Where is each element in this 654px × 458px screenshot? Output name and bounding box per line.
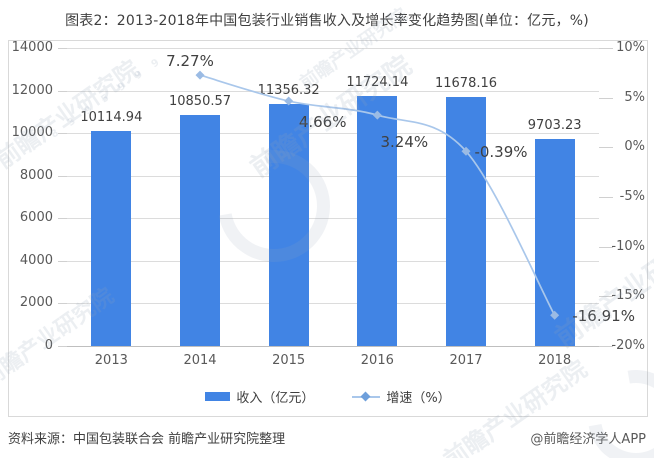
x-axis-tick-label: 2016 xyxy=(360,353,394,368)
y-axis-right-tick-label: 0% xyxy=(624,139,645,155)
y-axis-left-tick-label: 2000 xyxy=(19,295,53,311)
bar-value-label: 10114.94 xyxy=(80,109,143,125)
y-axis-left-tick-label: 12000 xyxy=(11,82,53,98)
left-axis-tick xyxy=(58,346,67,347)
growth-value-label: 4.66% xyxy=(298,113,347,132)
y-axis-left-tick-label: 6000 xyxy=(19,210,53,226)
legend-line-swatch-icon xyxy=(352,391,381,402)
x-axis-tick-label: 2017 xyxy=(449,353,483,368)
left-axis-tick xyxy=(58,260,67,262)
right-axis-tick xyxy=(599,147,613,149)
legend-item-revenue: 收入（亿元） xyxy=(205,387,314,406)
footer: 资料来源：中国包装联合会 前瞻产业研究院整理 @前瞻经济学人APP xyxy=(8,428,646,447)
x-axis-tick-label: 2014 xyxy=(183,353,217,368)
y-axis-right-tick-label: 10% xyxy=(616,40,645,55)
y-axis-left-tick-label: 10000 xyxy=(11,125,53,141)
legend-bar-swatch-icon xyxy=(205,392,231,401)
gridline xyxy=(67,175,599,177)
legend-revenue-label: 收入（亿元） xyxy=(236,391,315,406)
right-axis-tick xyxy=(599,296,613,298)
gridline xyxy=(67,90,599,92)
bar-value-label: 10850.57 xyxy=(168,94,232,110)
bar-value-label: 11724.14 xyxy=(346,75,409,91)
y-axis-left-tick-label: 0 xyxy=(44,338,53,353)
y-axis-left-tick-label: 8000 xyxy=(19,167,53,183)
left-axis-tick xyxy=(58,218,67,220)
page-title: 图表2：2013-2018年中国包装行业销售收入及增长率变化趋势图(单位：亿元，… xyxy=(65,13,589,29)
gridline xyxy=(67,48,599,49)
right-axis-tick xyxy=(599,246,613,248)
y-axis-right-tick-label: -15% xyxy=(611,288,645,304)
gridline xyxy=(67,218,599,220)
right-axis-tick xyxy=(599,97,613,99)
bar-2014 xyxy=(180,115,220,346)
gridline xyxy=(67,303,599,305)
gridline xyxy=(67,133,599,135)
left-axis-tick xyxy=(58,133,67,135)
right-axis-tick xyxy=(599,346,613,347)
y-axis-left-tick-label: 4000 xyxy=(19,252,53,268)
chart-area: 0 2000 4000 6000 8000 10000 12000 14000 -20% -15%… xyxy=(8,40,648,417)
bar-value-label: 11356.32 xyxy=(257,83,320,99)
source-note: 资料来源：中国包装联合会 前瞻产业研究院整理 xyxy=(8,432,286,447)
growth-value-label: -16.91% xyxy=(572,307,635,326)
y-axis-right-tick-label: 5% xyxy=(624,89,645,105)
x-axis-tick-label: 2018 xyxy=(538,353,572,368)
bar-2015 xyxy=(268,104,309,346)
legend-item-growth: 增速（%） xyxy=(352,387,451,406)
legend-line-diamond-icon xyxy=(360,391,371,402)
left-axis-tick xyxy=(58,303,67,305)
data-point-diamond-icon xyxy=(195,70,205,80)
credit-note: @前瞻经济学人APP xyxy=(530,432,646,447)
bar-2013 xyxy=(91,130,132,346)
growth-value-label: 7.27% xyxy=(166,52,214,71)
legend-growth-label: 增速（%） xyxy=(386,391,451,406)
right-axis-tick xyxy=(599,48,613,49)
legend: 收入（亿元） 增速（%） xyxy=(9,387,647,406)
x-axis-tick-label: 2013 xyxy=(94,353,128,368)
y-axis-right-tick-label: -10% xyxy=(611,238,645,254)
y-axis-right-tick-label: -20% xyxy=(611,338,645,353)
left-axis-tick xyxy=(58,48,67,49)
bar-2017 xyxy=(446,97,486,346)
left-axis-tick xyxy=(58,90,67,92)
y-axis-left-tick-label: 14000 xyxy=(11,40,53,55)
bar-2018 xyxy=(534,139,575,346)
left-axis-tick xyxy=(58,175,67,177)
y-axis-right-tick-label: -5% xyxy=(619,189,645,204)
bar-value-label: 11678.16 xyxy=(434,76,498,92)
bar-value-label: 9703.23 xyxy=(527,118,582,134)
x-axis-line xyxy=(67,346,599,347)
right-axis-tick xyxy=(599,197,613,198)
growth-value-label: 3.24% xyxy=(380,133,429,152)
x-axis-tick-label: 2015 xyxy=(272,353,306,368)
growth-value-label: -0.39% xyxy=(474,143,528,162)
gridline xyxy=(67,260,599,262)
plot-area: 0 2000 4000 6000 8000 10000 12000 14000 -20% -15%… xyxy=(9,40,647,416)
